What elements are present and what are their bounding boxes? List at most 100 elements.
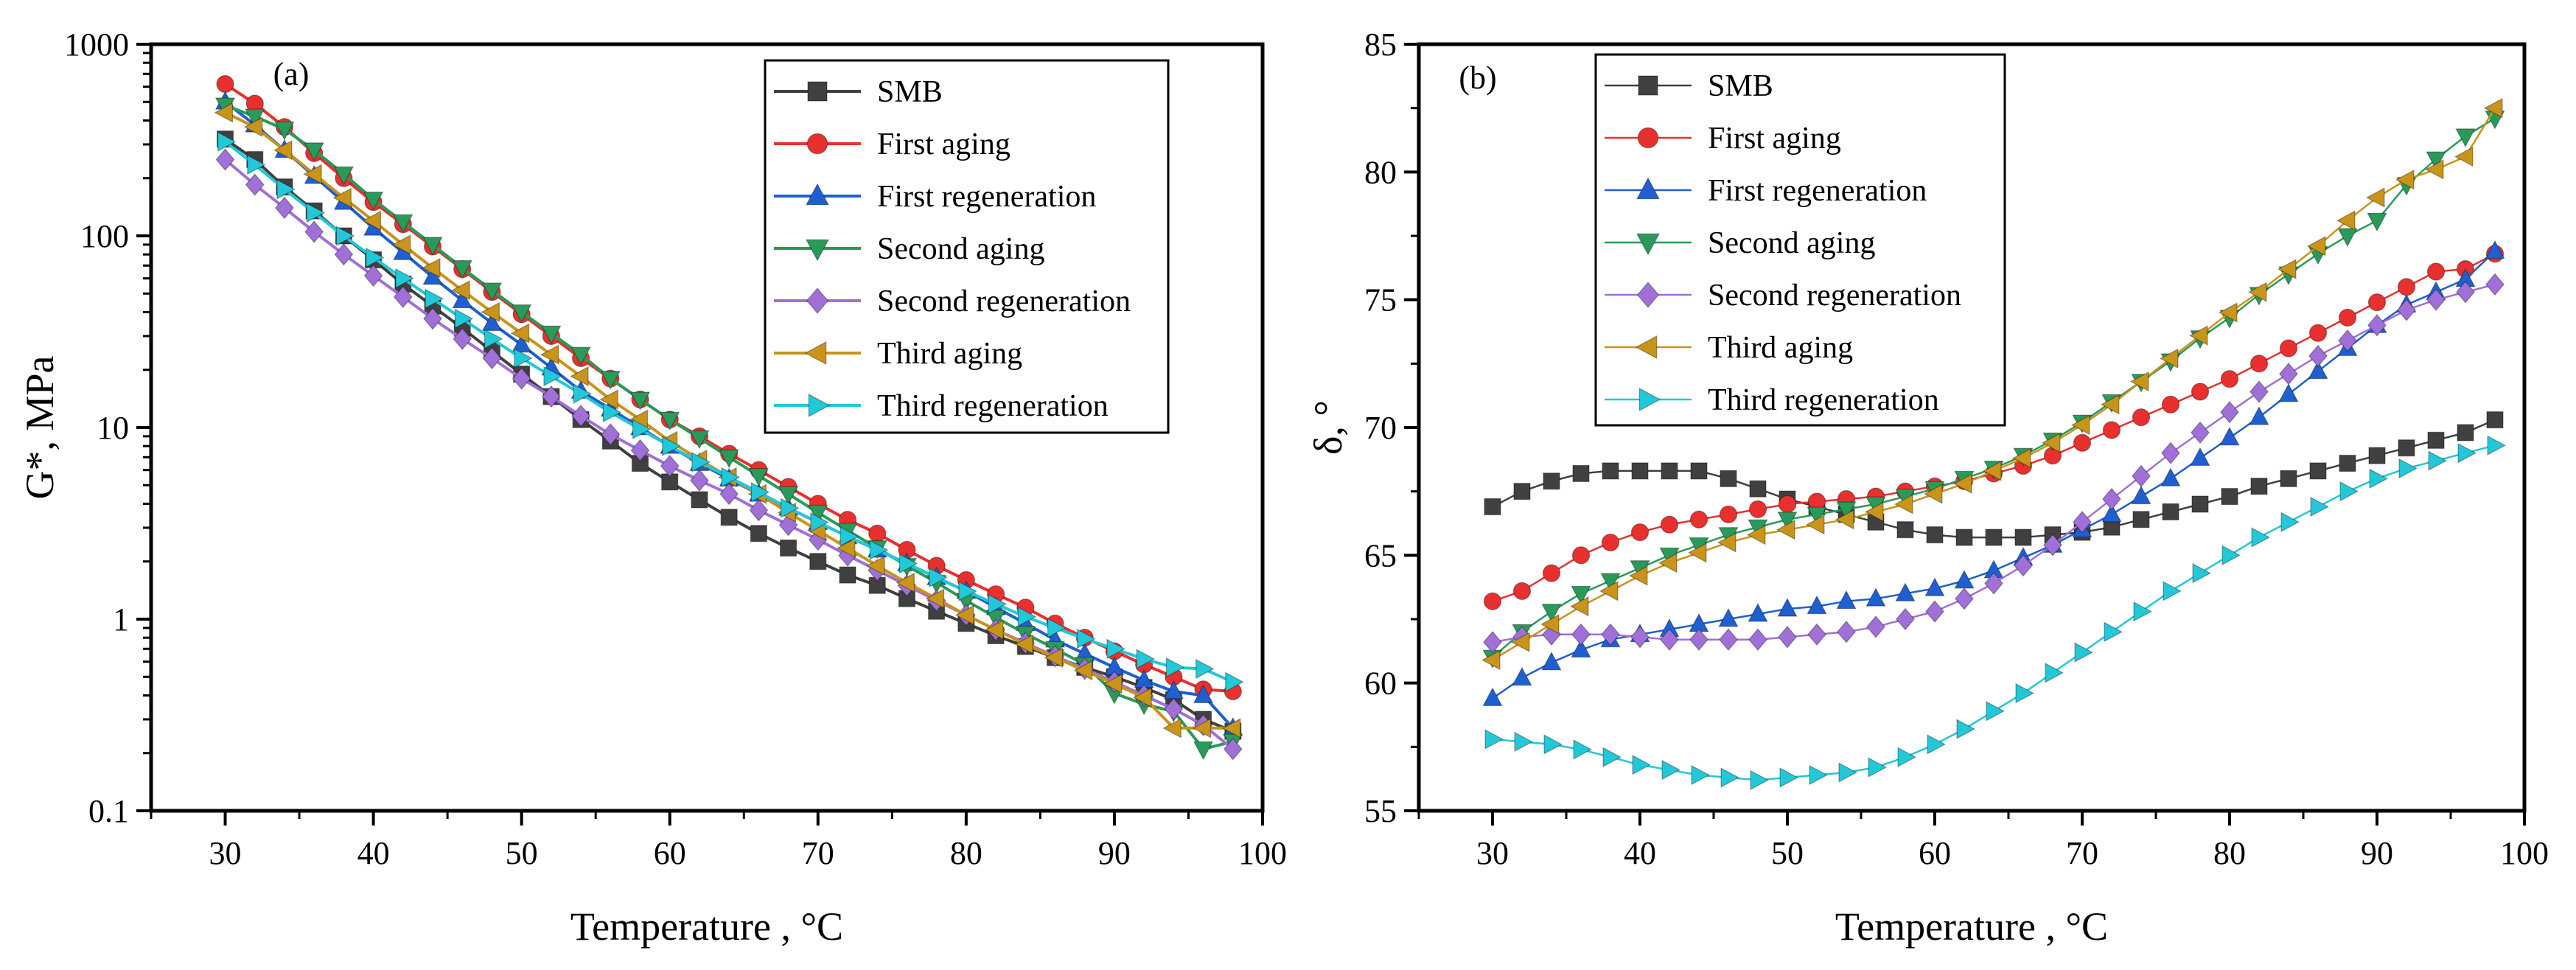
- panel-a-point-third-aging: [1162, 718, 1181, 739]
- panel-a-x-tick-label: 70: [802, 835, 834, 871]
- panel-b-point-first-aging: [1660, 515, 1679, 534]
- panel-b-point-smb: [2014, 528, 2032, 546]
- panel-b-y-tick-label: 75: [1364, 282, 1397, 318]
- panel-a-point-second-regeneration: [275, 196, 294, 220]
- panel-b-point-first-aging: [1483, 592, 1502, 610]
- panel-a-point-third-aging: [570, 366, 589, 387]
- panel-b-point-first-aging: [1748, 500, 1767, 519]
- panel-a-point-third-regeneration: [1106, 638, 1125, 659]
- panel-b-point-third-aging: [2100, 394, 2120, 415]
- panel-b-point-smb: [1484, 498, 1501, 516]
- panel-a-point-third-aging: [985, 619, 1004, 641]
- panel-a-point-third-aging: [540, 344, 559, 365]
- panel-b-point-third-aging: [1982, 461, 2002, 481]
- panel-a-point-third-aging: [1133, 687, 1152, 708]
- panel-a-point-third-regeneration: [454, 308, 474, 329]
- panel-b-point-third-regeneration: [2398, 458, 2418, 479]
- panel-a-point-third-regeneration: [1077, 628, 1096, 649]
- panel-b-point-third-regeneration: [2104, 621, 2123, 642]
- panel-a-point-second-regeneration: [1164, 697, 1184, 721]
- panel-a-point-third-regeneration: [750, 482, 770, 503]
- panel-b-series-third-aging: [1481, 98, 2503, 671]
- panel-b-point-third-regeneration: [1602, 747, 1622, 767]
- panel-a-legend-label: SMB: [877, 75, 943, 109]
- panel-a-point-third-regeneration: [514, 348, 533, 369]
- panel-a-point-third-aging: [243, 116, 263, 137]
- panel-b-point-smb: [2339, 454, 2356, 472]
- panel-b-legend-item-second-aging: Second aging: [1605, 226, 1875, 260]
- panel-b-point-third-aging: [1893, 494, 1913, 514]
- panel-b-point-third-aging: [1717, 532, 1736, 553]
- panel-a-point-third-aging: [362, 210, 382, 231]
- panel-b-label: (b): [1459, 60, 1496, 96]
- panel-b-point-first-regeneration: [2131, 485, 2151, 505]
- panel-b-legend-swatch-marker: [1638, 75, 1658, 96]
- panel-a-point-third-aging: [1014, 634, 1033, 655]
- panel-b-point-third-aging: [1569, 596, 1589, 617]
- panel-a-legend-swatch-marker: [804, 341, 827, 365]
- panel-b-point-third-regeneration: [2369, 468, 2389, 489]
- panel-b-point-third-regeneration: [2163, 581, 2182, 601]
- panel-b-point-third-regeneration: [1986, 701, 2006, 722]
- panel-b-point-third-regeneration: [1838, 762, 1858, 783]
- panel-b-point-first-regeneration: [1954, 569, 1975, 589]
- panel-b-point-second-regeneration: [2132, 464, 2151, 488]
- panel-b-point-second-regeneration: [1748, 628, 1767, 651]
- panel-a-point-third-regeneration: [810, 512, 829, 533]
- panel-b-point-smb: [1690, 462, 1708, 480]
- panel-b-point-first-aging: [2249, 355, 2269, 373]
- panel-a-point-second-regeneration: [630, 439, 650, 462]
- panel-b-point-third-aging: [1923, 484, 1943, 504]
- panel-b-point-second-regeneration: [1483, 630, 1502, 654]
- panel-b-point-third-regeneration: [1750, 770, 1770, 791]
- panel-a-point-second-aging: [808, 504, 828, 524]
- panel-b-y-tick-label: 80: [1364, 154, 1397, 190]
- panel-b-point-third-regeneration: [1543, 734, 1563, 755]
- panel-a-chart: 30 40 50 60 70 80 90 100 0.1 1 10 100 1000 Temperatur…: [18, 27, 1287, 949]
- panel-b-point-first-regeneration: [1807, 595, 1827, 615]
- panel-b-point-second-regeneration: [1925, 600, 1944, 623]
- panel-a-legend: SMB First aging First regeneration Second a…: [764, 59, 1170, 434]
- panel-b-legend-item-first-aging: First aging: [1605, 122, 1841, 156]
- panel-a-point-third-regeneration: [366, 247, 385, 268]
- panel-b-y-tick-label: 85: [1364, 27, 1397, 63]
- panel-a-point-third-aging: [1192, 718, 1212, 739]
- panel-b-point-first-aging: [2367, 293, 2387, 312]
- panel-b-point-first-aging: [2220, 369, 2239, 388]
- panel-b-x-tick-label: 30: [1476, 835, 1509, 871]
- panel-b-point-second-aging: [2367, 212, 2387, 232]
- panel-a-point-first-regeneration: [481, 312, 503, 332]
- panel-b-point-first-aging: [2279, 339, 2298, 357]
- panel-b-point-third-regeneration: [2251, 527, 2271, 548]
- panel-b-point-third-regeneration: [2339, 481, 2359, 502]
- panel-b-point-first-regeneration: [1865, 587, 1886, 607]
- panel-b-point-second-regeneration: [2279, 362, 2298, 385]
- panel-a-legend-swatch-marker: [808, 394, 831, 417]
- panel-a-point-second-aging: [719, 449, 739, 469]
- panel-a-point-third-aging: [451, 280, 470, 301]
- panel-b-y-axis-title: δ, °: [1306, 400, 1350, 455]
- panel-a-y-axis-title: G*, MPa: [18, 355, 62, 499]
- panel-a-point-third-aging: [481, 301, 500, 323]
- panel-b-point-third-aging: [2454, 146, 2474, 167]
- panel-a-point-third-regeneration: [869, 540, 889, 560]
- panel-b-point-second-regeneration: [2485, 273, 2505, 296]
- panel-b-series-second-regeneration: [1483, 273, 2505, 654]
- panel-b-point-third-regeneration: [2280, 512, 2300, 532]
- panel-b-point-first-regeneration: [1718, 607, 1739, 627]
- panel-a-legend-item-second-aging: Second aging: [774, 232, 1044, 266]
- panel-a-legend-label: Third aging: [877, 337, 1022, 371]
- panel-a-legend-label: Second regeneration: [877, 285, 1131, 318]
- panel-b-point-first-regeneration: [2101, 503, 2122, 523]
- panel-a-y-tick-label: 0.1: [88, 793, 129, 829]
- panel-b-legend-item-smb: SMB: [1605, 69, 1773, 103]
- panel-a-legend-swatch-marker: [807, 81, 828, 102]
- panel-a-point-second-aging: [689, 430, 710, 450]
- panel-a-point-second-aging: [570, 346, 591, 366]
- panel-b-legend-swatch-marker: [1637, 127, 1659, 149]
- panel-b-point-second-regeneration: [1984, 572, 2003, 595]
- panel-a-point-smb: [779, 539, 797, 557]
- panel-a-legend-swatch-marker: [806, 133, 828, 155]
- panel-b-point-first-aging: [2102, 421, 2121, 439]
